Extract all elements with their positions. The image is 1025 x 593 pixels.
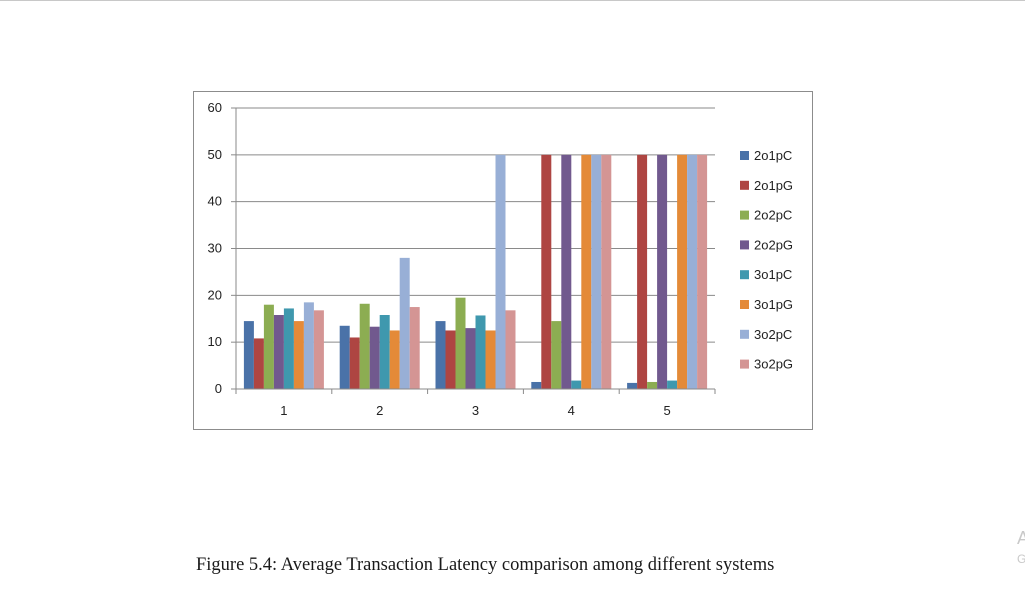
bar-3o1pC-4 <box>571 380 582 389</box>
bar-2o2pG-1 <box>273 315 284 389</box>
bar-3o1pG-3 <box>485 330 496 389</box>
bar-3o2pG-4 <box>601 154 612 389</box>
legend-label-3o1pG: 3o1pG <box>754 297 793 312</box>
legend-label-2o1pC: 2o1pC <box>754 148 792 163</box>
bar-3o2pC-1 <box>303 302 314 389</box>
legend-label-2o2pG: 2o2pG <box>754 237 793 252</box>
legend-label-3o2pC: 3o2pC <box>754 327 792 342</box>
bar-2o2pG-5 <box>657 154 668 389</box>
bar-2o2pG-3 <box>465 328 476 389</box>
x-tick-label: 2 <box>376 403 383 418</box>
y-tick-label: 10 <box>208 334 222 349</box>
bar-3o1pC-3 <box>475 315 486 389</box>
y-tick-label: 20 <box>208 287 222 302</box>
legend-swatch-2o1pG <box>740 180 749 190</box>
legend-swatch-3o2pG <box>740 359 749 369</box>
x-tick-label: 5 <box>663 403 670 418</box>
bar-3o2pG-5 <box>697 154 708 389</box>
top-rule <box>0 0 1025 1</box>
bar-3o1pG-5 <box>677 154 688 389</box>
bar-2o2pC-4 <box>551 321 562 389</box>
legend-swatch-2o2pC <box>740 210 749 220</box>
bar-3o1pG-2 <box>389 330 400 389</box>
legend-label-2o1pG: 2o1pG <box>754 178 793 193</box>
bar-2o1pG-1 <box>253 338 264 389</box>
bar-2o1pC-1 <box>243 321 254 389</box>
bar-3o1pG-4 <box>581 154 592 389</box>
x-tick-label: 3 <box>472 403 479 418</box>
bar-2o2pC-1 <box>263 304 274 389</box>
legend-swatch-2o2pG <box>740 240 749 250</box>
bar-2o1pC-5 <box>627 382 638 389</box>
bar-2o1pG-2 <box>349 337 360 389</box>
legend-swatch-3o2pC <box>740 329 749 339</box>
bar-3o2pG-1 <box>313 310 324 389</box>
y-tick-label: 30 <box>208 241 222 256</box>
bar-3o2pC-3 <box>495 154 506 389</box>
x-tick-label: 1 <box>280 403 287 418</box>
edge-fragment-a: A <box>1017 528 1025 548</box>
bar-2o1pC-2 <box>339 325 350 389</box>
bar-2o1pG-3 <box>445 330 456 389</box>
y-tick-label: 40 <box>208 194 222 209</box>
y-tick-label: 60 <box>208 100 222 115</box>
bar-2o1pG-5 <box>637 154 648 389</box>
bar-3o2pG-3 <box>505 310 516 389</box>
edge-fragment-g: G <box>1017 552 1025 566</box>
bar-2o2pC-2 <box>359 303 370 389</box>
legend-label-2o2pC: 2o2pC <box>754 208 792 223</box>
legend-swatch-3o1pC <box>740 270 749 280</box>
axes: 0 10 20 30 40 50 60 1 2 3 4 5 <box>208 100 716 418</box>
legend-swatch-2o1pC <box>740 151 749 160</box>
bar-2o2pC-3 <box>455 297 466 389</box>
bar-chart: 0 10 20 30 40 50 60 1 2 3 4 5 2o1pC 2o1pG 2o2pC 2o2pG 3… <box>208 100 794 418</box>
bar-3o1pC-5 <box>667 380 678 389</box>
legend-label-3o2pG: 3o2pG <box>754 357 793 372</box>
bar-2o2pG-4 <box>561 154 572 389</box>
bar-3o2pC-5 <box>687 154 698 389</box>
x-tick-label: 4 <box>568 403 575 418</box>
bar-2o2pC-5 <box>647 381 658 389</box>
bar-3o1pG-1 <box>293 321 304 389</box>
bar-3o2pC-2 <box>399 257 410 389</box>
bar-2o2pG-2 <box>369 326 380 389</box>
bar-2o1pG-4 <box>541 154 552 389</box>
legend-label-3o1pC: 3o1pC <box>754 267 792 282</box>
y-tick-label: 0 <box>215 381 222 396</box>
legend: 2o1pC 2o1pG 2o2pC 2o2pG 3o1pC 3o1pG 3o2pC 3o2pG <box>740 148 793 372</box>
bar-3o2pC-4 <box>591 154 602 389</box>
y-tick-label: 50 <box>208 147 222 162</box>
bar-3o1pC-1 <box>283 308 294 389</box>
legend-swatch-3o1pG <box>740 300 749 309</box>
bar-3o1pC-2 <box>379 315 390 389</box>
figure-caption: Figure 5.4: Average Transaction Latency … <box>196 555 775 575</box>
bar-2o1pC-3 <box>435 321 446 389</box>
bars <box>243 154 708 389</box>
bar-2o1pC-4 <box>531 381 542 389</box>
bar-3o2pG-2 <box>409 307 420 389</box>
